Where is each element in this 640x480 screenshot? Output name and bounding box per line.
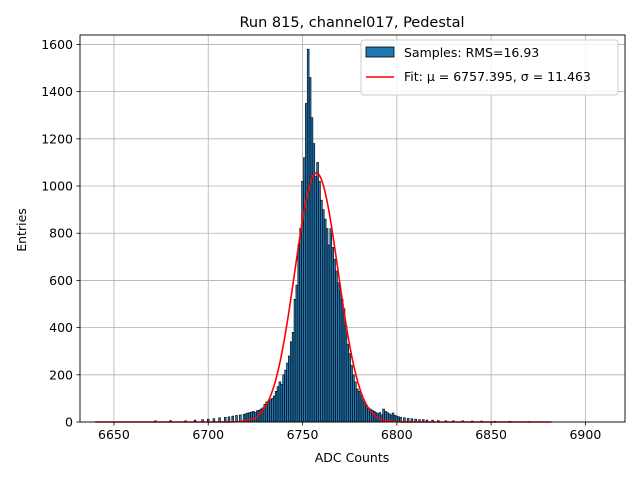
plot-frame <box>79 34 626 423</box>
x-tick-label: 6800 <box>381 427 413 442</box>
legend-swatch-samples <box>365 46 395 58</box>
legend-label-samples: Samples: RMS=16.93 <box>404 45 539 60</box>
y-tick-label: 1000 <box>41 179 73 194</box>
x-tick-label: 6850 <box>475 427 507 442</box>
x-axis-label: ADC Counts <box>315 450 390 465</box>
chart-title: Run 815, channel017, Pedestal <box>239 15 464 31</box>
x-tick-label: 6700 <box>192 427 224 442</box>
y-axis-label: Entries <box>14 208 29 252</box>
x-tick-label: 6900 <box>569 427 601 442</box>
y-tick-label: 200 <box>49 367 73 382</box>
axis-ticks: 6650 6700 6750 6800 6850 6900 0 200 400 600 800 100… <box>41 37 601 442</box>
legend-label-fit: Fit: μ = 6757.395, σ = 11.463 <box>404 69 591 84</box>
y-tick-label: 400 <box>49 320 73 335</box>
legend-box <box>360 39 619 96</box>
x-tick-label: 6750 <box>287 427 319 442</box>
legend: Samples: RMS=16.93 Fit: μ = 6757.395, σ … <box>360 39 619 96</box>
y-tick-label: 0 <box>65 415 73 430</box>
y-tick-label: 1400 <box>41 84 73 99</box>
y-tick-label: 600 <box>49 273 73 288</box>
x-tick-label: 6650 <box>98 427 130 442</box>
y-tick-label: 1200 <box>41 131 73 146</box>
y-tick-label: 1600 <box>41 37 73 52</box>
y-tick-label: 800 <box>49 226 73 241</box>
